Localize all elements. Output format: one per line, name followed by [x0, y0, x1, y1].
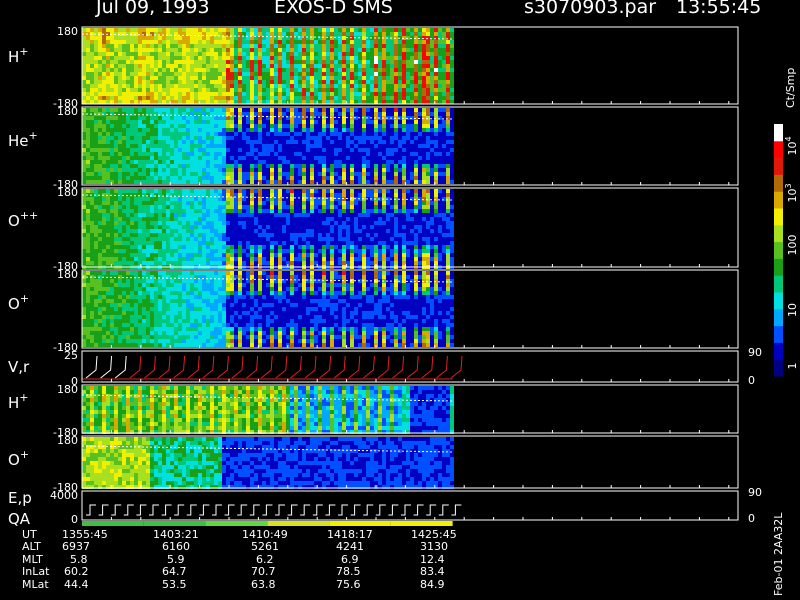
orbit-row-name: UT — [22, 528, 37, 541]
qa-label: QA — [8, 510, 31, 528]
orbit-cell: 1418:17 — [327, 528, 373, 541]
orbit-row-name: ALT — [22, 540, 41, 554]
ep-sawtooth — [86, 504, 462, 516]
y-tick-label: 180 — [57, 383, 78, 396]
colorbar-tick: 103 — [784, 183, 799, 202]
colorbar-tick: 10 — [786, 303, 799, 317]
colorbar-swatch — [774, 292, 783, 310]
colorbar-swatch — [774, 174, 783, 192]
y-tick-label: 180 — [57, 268, 78, 281]
pitch-trace — [81, 33, 453, 40]
y2-tick-label: 90 — [748, 486, 762, 499]
panel-label: O++ — [8, 209, 38, 230]
orbit-cell: 60.2 — [64, 565, 89, 579]
vr-sawtooth — [82, 355, 463, 380]
y-tick-label: -180 — [53, 97, 78, 110]
orbit-cell: 6937 — [62, 540, 90, 554]
pitch-trace — [81, 276, 453, 283]
colorbar-swatch — [774, 224, 783, 243]
colorbar-swatch — [774, 325, 783, 343]
colorbar-tick: 100 — [786, 235, 799, 256]
orbit-cell: 70.7 — [251, 565, 276, 579]
colorbar: 104 103 100 10 1 — [774, 124, 799, 377]
orbit-cell: 1355:45 — [62, 528, 108, 541]
y-tick-label: 180 — [57, 186, 78, 199]
footer-note: Feb-01 2AA32L — [772, 512, 785, 596]
panel-label: V,r — [8, 358, 30, 376]
y2-tick-label: 0 — [748, 512, 755, 525]
y-tick-label: 180 — [57, 25, 78, 38]
y2-tick-label: 90 — [748, 346, 762, 359]
colorbar-swatch — [774, 275, 783, 293]
orbit-cell: 4241 — [336, 540, 364, 554]
orbit-row-name: InLat — [22, 565, 50, 579]
orbit-cell: 75.6 — [336, 577, 361, 591]
heatmap-cells — [81, 28, 454, 489]
orbit-cell: 44.4 — [64, 577, 89, 591]
orbit-cell: 1403:21 — [153, 528, 199, 541]
panel-label: H+ — [8, 45, 29, 66]
y-tick-label: -180 — [53, 426, 78, 439]
orbit-cell: 12.4 — [420, 552, 445, 566]
y-tick-label: 0 — [71, 375, 78, 388]
orbit-cell: 63.8 — [251, 577, 276, 591]
pitch-trace — [81, 113, 453, 120]
y-tick-label: 180 — [57, 434, 78, 447]
colorbar-swatch — [774, 208, 783, 226]
y-tick-label: -180 — [53, 481, 78, 494]
orbit-cell: 6.2 — [256, 552, 274, 566]
orbit-cell: 84.9 — [420, 577, 445, 591]
orbit-cell: 6.9 — [341, 552, 359, 566]
colorbar-swatch — [774, 359, 783, 377]
orbit-cell: 6160 — [162, 540, 190, 554]
header-time: 13:55:45 — [676, 0, 762, 18]
orbit-row-name: MLT — [22, 552, 43, 566]
y-tick-label: 25 — [64, 349, 78, 362]
orbit-row-name: MLat — [22, 577, 49, 591]
orbit-cell: 83.4 — [420, 565, 445, 579]
colorbar-swatch — [774, 258, 783, 276]
axes — [81, 26, 739, 521]
panel-label: H+ — [8, 391, 29, 412]
header-date: Jul 09, 1993 — [96, 0, 210, 18]
colorbar-unit: Ct/Smp — [784, 67, 797, 108]
header-instrument: EXOS-D SMS — [274, 0, 393, 18]
pitch-trace — [81, 194, 453, 201]
pitch-trace — [81, 394, 453, 402]
colorbar-swatch — [774, 342, 783, 360]
y-tick-label: -180 — [53, 341, 78, 354]
orbit-cell: 5.9 — [167, 552, 185, 566]
panel-label: O+ — [8, 448, 29, 469]
colorbar-tick: 104 — [784, 136, 799, 155]
orbit-cell: 5261 — [251, 540, 279, 554]
orbit-cell: 53.5 — [162, 577, 187, 591]
colorbar-tick: 1 — [786, 363, 799, 370]
orbit-cell: 1425:45 — [411, 528, 457, 541]
y-tick-label: -180 — [53, 260, 78, 273]
pitch-trace — [81, 445, 453, 453]
qa-bar — [82, 521, 453, 526]
panel-label: He+ — [8, 129, 38, 150]
y-tick-label: -180 — [53, 178, 78, 191]
header-file: s3070903.par — [524, 0, 657, 18]
panel-labels: H+180-180He+180-180O++180-180O+180-180V,… — [8, 25, 762, 528]
colorbar-swatch — [774, 308, 783, 327]
y2-tick-label: 0 — [748, 374, 755, 387]
colorbar-swatch — [774, 241, 783, 259]
y-tick-label: 180 — [57, 105, 78, 118]
orbit-cell: 78.5 — [336, 565, 361, 579]
colorbar-swatch — [774, 140, 783, 159]
colorbar-swatch — [774, 157, 783, 175]
orbit-cell: 5.8 — [70, 552, 88, 566]
colorbar-swatch — [774, 124, 783, 142]
panel-label: O+ — [8, 292, 29, 313]
panel-label: E,p — [8, 489, 32, 507]
colorbar-swatch — [774, 191, 783, 209]
orbit-cell: 3130 — [420, 540, 448, 554]
orbit-cell: 1410:49 — [242, 528, 288, 541]
y-tick-label: 4000 — [50, 489, 78, 502]
y-tick-label: 0 — [71, 513, 78, 526]
orbit-cell: 64.7 — [162, 565, 187, 579]
